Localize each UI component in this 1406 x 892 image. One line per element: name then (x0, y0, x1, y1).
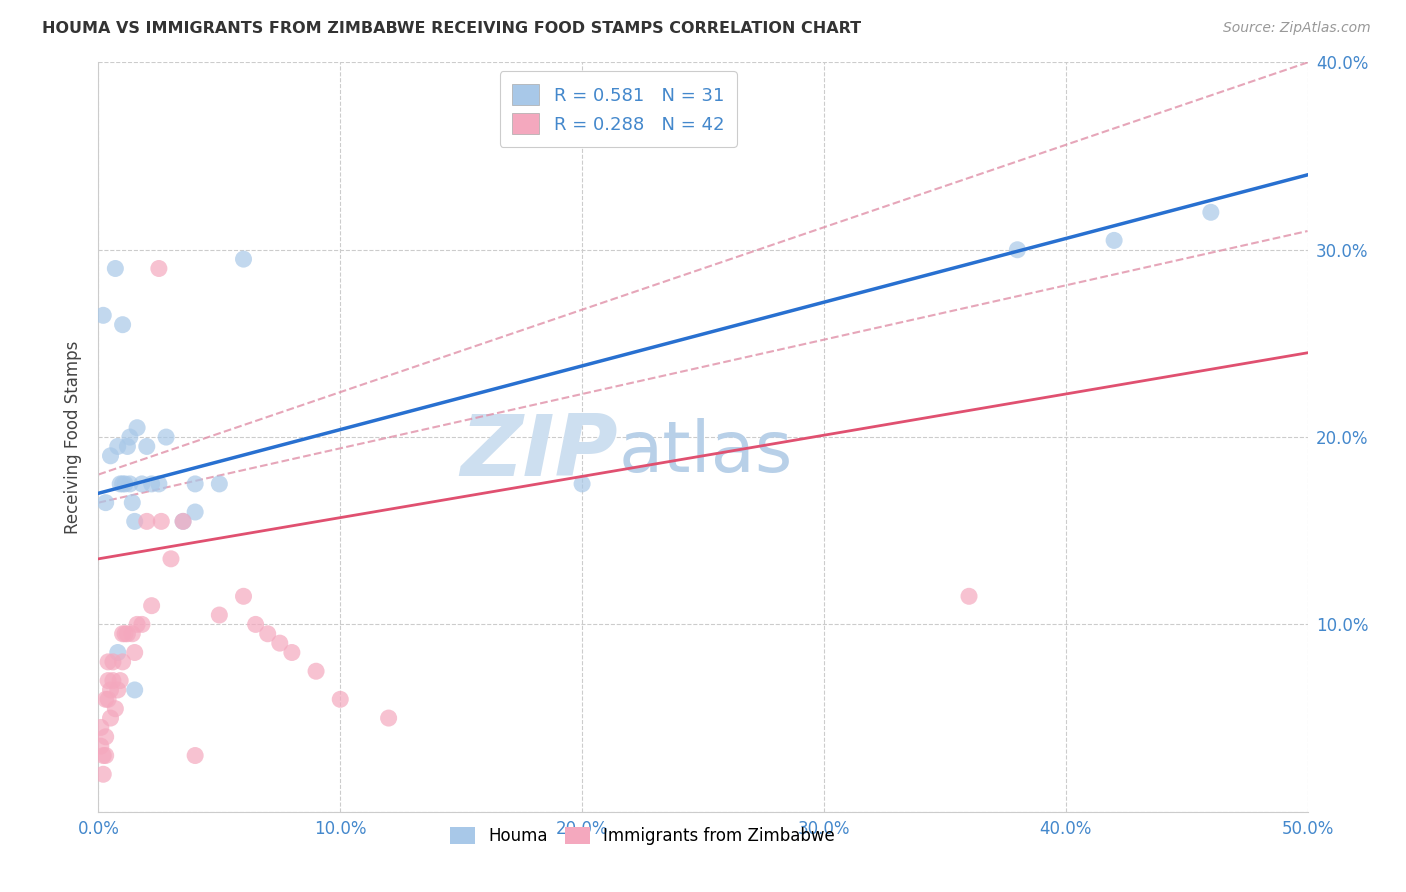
Point (118, 476, 141, 491)
Point (111, 476, 134, 491)
Point (114, 626, 136, 640)
Point (184, 748, 207, 763)
Point (111, 655, 134, 669)
Legend: Houma, Immigrants from Zimbabwe: Houma, Immigrants from Zimbabwe (443, 821, 842, 852)
Point (101, 655, 124, 669)
Point (377, 711, 399, 725)
Point (172, 514, 194, 528)
Point (124, 646, 146, 660)
Point (118, 430, 141, 444)
Point (957, 590, 980, 604)
Point (117, 626, 139, 640)
Point (121, 496, 143, 510)
Point (256, 626, 278, 640)
Point (135, 514, 157, 528)
Point (91, 748, 114, 763)
Point (97, 673, 120, 688)
Point (155, 430, 177, 444)
Point (281, 646, 304, 660)
Point (269, 636, 291, 650)
Point (107, 440, 129, 453)
Point (131, 476, 153, 491)
Point (571, 476, 593, 491)
Point (111, 626, 134, 640)
Point (94, 730, 117, 744)
Point (232, 590, 254, 604)
Point (111, 318, 134, 332)
Point (114, 476, 136, 491)
Point (94, 496, 117, 510)
Point (107, 646, 129, 660)
Text: atlas: atlas (619, 417, 793, 486)
Point (1007, 243, 1029, 257)
Point (184, 505, 207, 519)
Point (107, 683, 129, 698)
Text: Source: ZipAtlas.com: Source: ZipAtlas.com (1223, 21, 1371, 35)
Point (208, 608, 231, 623)
Point (101, 673, 124, 688)
Point (150, 514, 173, 528)
Point (208, 476, 231, 491)
Text: HOUMA VS IMMIGRANTS FROM ZIMBABWE RECEIVING FOOD STAMPS CORRELATION CHART: HOUMA VS IMMIGRANTS FROM ZIMBABWE RECEIV… (42, 21, 862, 36)
Point (172, 514, 194, 528)
Point (94, 692, 117, 706)
Point (100, 449, 122, 463)
Point (127, 421, 149, 435)
Point (148, 261, 170, 276)
Point (131, 617, 153, 632)
Point (104, 261, 127, 276)
Text: ZIP: ZIP (461, 410, 619, 493)
Point (160, 551, 183, 566)
Y-axis label: Receiving Food Stamps: Receiving Food Stamps (63, 341, 82, 533)
Point (184, 476, 207, 491)
Point (141, 476, 163, 491)
Point (100, 711, 122, 725)
Point (108, 476, 131, 491)
Point (91, 767, 114, 781)
Point (127, 617, 149, 632)
Point (94, 748, 117, 763)
Point (245, 617, 267, 632)
Point (108, 673, 131, 688)
Point (90, 739, 112, 753)
Point (100, 683, 122, 698)
Point (104, 701, 127, 715)
Point (148, 476, 170, 491)
Point (232, 252, 254, 266)
Point (135, 440, 157, 453)
Point (124, 514, 146, 528)
Point (97, 655, 120, 669)
Point (97, 692, 120, 706)
Point (121, 626, 143, 640)
Point (117, 440, 139, 453)
Point (1102, 233, 1125, 247)
Point (1199, 205, 1222, 219)
Point (91, 308, 114, 322)
Point (141, 599, 163, 613)
Point (90, 721, 112, 735)
Point (124, 683, 146, 698)
Point (329, 692, 352, 706)
Point (305, 664, 328, 679)
